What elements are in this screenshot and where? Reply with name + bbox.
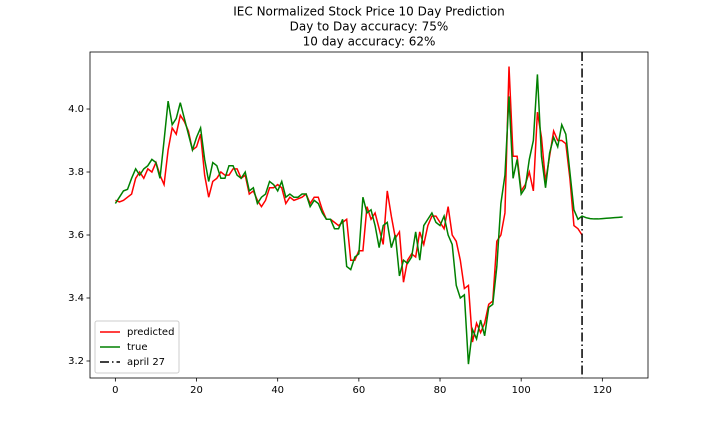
chart-subtitle: 10 day accuracy: 62% <box>303 35 436 49</box>
x-tick-label: 20 <box>190 385 203 396</box>
plot-frame <box>89 51 649 379</box>
chart-title: IEC Normalized Stock Price 10 Day Predic… <box>233 5 505 19</box>
x-tick-label: 100 <box>512 385 531 396</box>
legend: predicted true april 27 <box>94 320 180 374</box>
x-tick-label: 120 <box>593 385 612 396</box>
y-tick-label: 4.0 <box>68 104 84 115</box>
x-tick-label: 40 <box>271 385 284 396</box>
legend-label: april 27 <box>127 357 165 368</box>
x-tick-label: 0 <box>112 385 118 396</box>
y-tick-label: 3.2 <box>68 356 84 367</box>
x-tick-label: 80 <box>434 385 447 396</box>
legend-label: true <box>127 342 148 353</box>
x-tick-label: 60 <box>352 385 365 396</box>
series-line <box>114 74 623 365</box>
y-tick-label: 3.6 <box>68 230 84 241</box>
legend-box <box>94 320 180 374</box>
y-tick-label: 3.8 <box>68 167 84 178</box>
chart-subtitle: Day to Day accuracy: 75% <box>290 20 449 34</box>
legend-label: predicted <box>127 327 174 338</box>
y-tick-label: 3.4 <box>68 293 84 304</box>
series-line <box>115 66 583 343</box>
